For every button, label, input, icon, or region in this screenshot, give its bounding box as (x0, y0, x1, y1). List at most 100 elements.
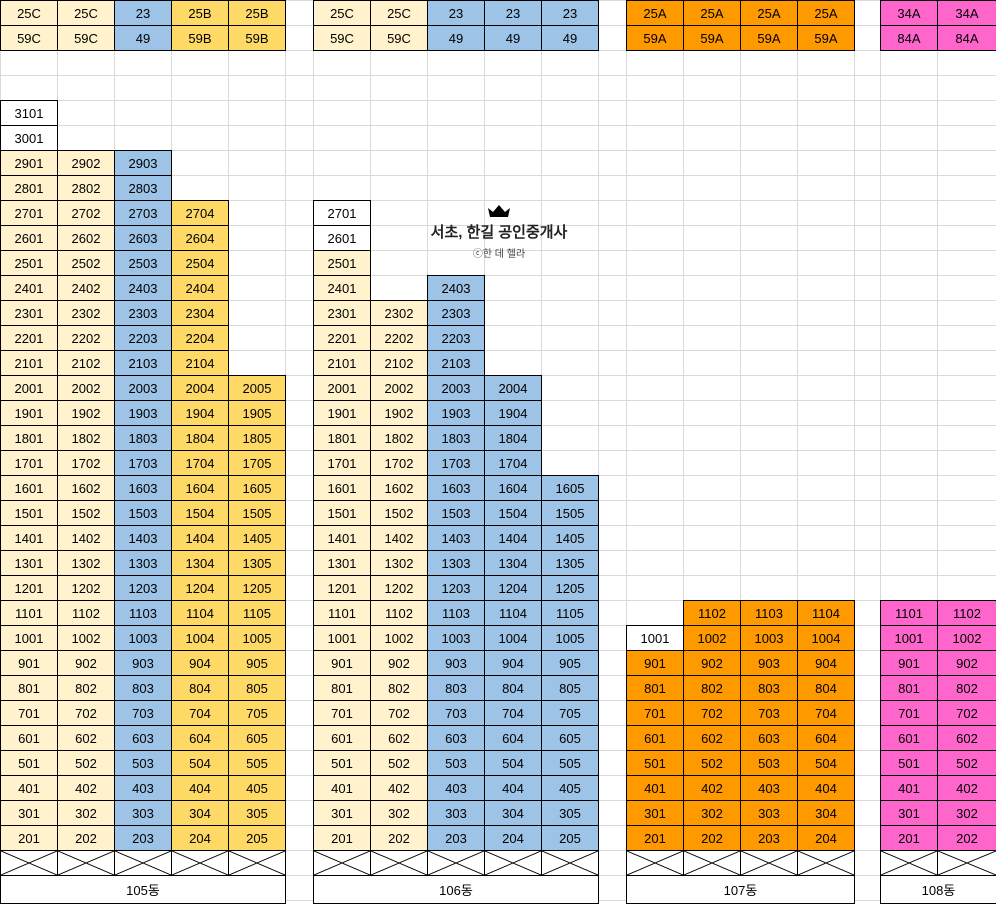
unit-cell: 403 (114, 775, 172, 801)
unit-cell: 503 (114, 750, 172, 776)
unit-cell: 1502 (57, 500, 115, 526)
unit-cell: 1204 (484, 575, 542, 601)
unit-cell: 2401 (0, 275, 58, 301)
unit-cell: 2603 (114, 225, 172, 251)
unit-area-header: 49 (427, 25, 485, 51)
unit-cell: 501 (880, 750, 938, 776)
unit-cell: 1501 (0, 500, 58, 526)
piloti-x-cell (740, 850, 798, 876)
unit-cell: 2202 (57, 325, 115, 351)
unit-cell: 1504 (171, 500, 229, 526)
cross-icon (684, 851, 740, 875)
unit-cell: 901 (313, 650, 371, 676)
unit-cell: 1202 (370, 575, 428, 601)
unit-cell: 701 (880, 700, 938, 726)
unit-cell: 1003 (427, 625, 485, 651)
piloti-x-cell (484, 850, 542, 876)
unit-cell: 403 (427, 775, 485, 801)
unit-cell: 801 (880, 675, 938, 701)
unit-cell: 2301 (313, 300, 371, 326)
unit-area-header: 59B (228, 25, 286, 51)
unit-cell: 1003 (740, 625, 798, 651)
unit-cell: 1403 (427, 525, 485, 551)
piloti-x-cell (171, 850, 229, 876)
unit-cell: 2802 (57, 175, 115, 201)
unit-cell: 605 (541, 725, 599, 751)
unit-cell: 1004 (484, 625, 542, 651)
unit-cell: 204 (171, 825, 229, 851)
unit-cell: 1603 (114, 475, 172, 501)
unit-cell: 1105 (541, 600, 599, 626)
unit-cell: 2604 (171, 225, 229, 251)
unit-cell: 1405 (228, 525, 286, 551)
unit-cell: 1604 (484, 475, 542, 501)
unit-cell: 702 (683, 700, 741, 726)
unit-cell: 603 (740, 725, 798, 751)
unit-cell: 705 (541, 700, 599, 726)
cross-icon (428, 851, 484, 875)
unit-cell: 304 (171, 800, 229, 826)
unit-cell: 1703 (114, 450, 172, 476)
unit-area-header: 59C (57, 25, 115, 51)
unit-type-header: 25A (683, 0, 741, 26)
unit-cell: 1902 (370, 400, 428, 426)
unit-cell: 803 (740, 675, 798, 701)
unit-cell: 1505 (541, 500, 599, 526)
unit-type-header: 23 (541, 0, 599, 26)
piloti-x-cell (626, 850, 684, 876)
unit-cell: 904 (797, 650, 855, 676)
unit-type-header: 25C (313, 0, 371, 26)
watermark-title: 서초, 한길 공인중개사 (430, 224, 568, 241)
unit-cell: 1804 (484, 425, 542, 451)
unit-cell: 505 (228, 750, 286, 776)
unit-cell: 2103 (114, 350, 172, 376)
unit-cell: 2903 (114, 150, 172, 176)
unit-cell: 1002 (937, 625, 996, 651)
unit-cell: 1901 (0, 400, 58, 426)
cross-icon (1, 851, 57, 875)
piloti-x-cell (880, 850, 938, 876)
unit-cell: 705 (228, 700, 286, 726)
unit-cell: 2701 (0, 200, 58, 226)
unit-cell: 603 (427, 725, 485, 751)
unit-cell: 502 (57, 750, 115, 776)
piloti-x-cell (370, 850, 428, 876)
unit-cell: 802 (937, 675, 996, 701)
unit-cell: 204 (484, 825, 542, 851)
unit-cell: 1705 (228, 450, 286, 476)
unit-cell: 801 (313, 675, 371, 701)
unit-cell: 2202 (370, 325, 428, 351)
unit-cell: 1203 (427, 575, 485, 601)
unit-cell: 1002 (57, 625, 115, 651)
unit-cell: 602 (57, 725, 115, 751)
unit-area-header: 59C (370, 25, 428, 51)
unit-cell: 3101 (0, 100, 58, 126)
unit-cell: 404 (171, 775, 229, 801)
unit-cell: 1302 (57, 550, 115, 576)
cross-icon (485, 851, 541, 875)
unit-cell: 404 (797, 775, 855, 801)
unit-cell: 1503 (114, 500, 172, 526)
unit-cell: 303 (427, 800, 485, 826)
unit-cell: 1701 (0, 450, 58, 476)
unit-cell: 302 (57, 800, 115, 826)
unit-cell: 1601 (0, 475, 58, 501)
unit-cell: 401 (626, 775, 684, 801)
unit-cell: 804 (171, 675, 229, 701)
unit-cell: 303 (114, 800, 172, 826)
unit-cell: 1002 (683, 625, 741, 651)
unit-cell: 702 (937, 700, 996, 726)
piloti-x-cell (0, 850, 58, 876)
unit-area-header: 49 (541, 25, 599, 51)
unit-cell: 1203 (114, 575, 172, 601)
unit-cell: 902 (683, 650, 741, 676)
piloti-x-cell (228, 850, 286, 876)
unit-cell: 2003 (427, 375, 485, 401)
unit-cell: 2304 (171, 300, 229, 326)
unit-cell: 604 (797, 725, 855, 751)
unit-cell: 2501 (0, 250, 58, 276)
unit-cell: 405 (541, 775, 599, 801)
unit-cell: 1801 (0, 425, 58, 451)
unit-cell: 1505 (228, 500, 286, 526)
unit-cell: 903 (114, 650, 172, 676)
